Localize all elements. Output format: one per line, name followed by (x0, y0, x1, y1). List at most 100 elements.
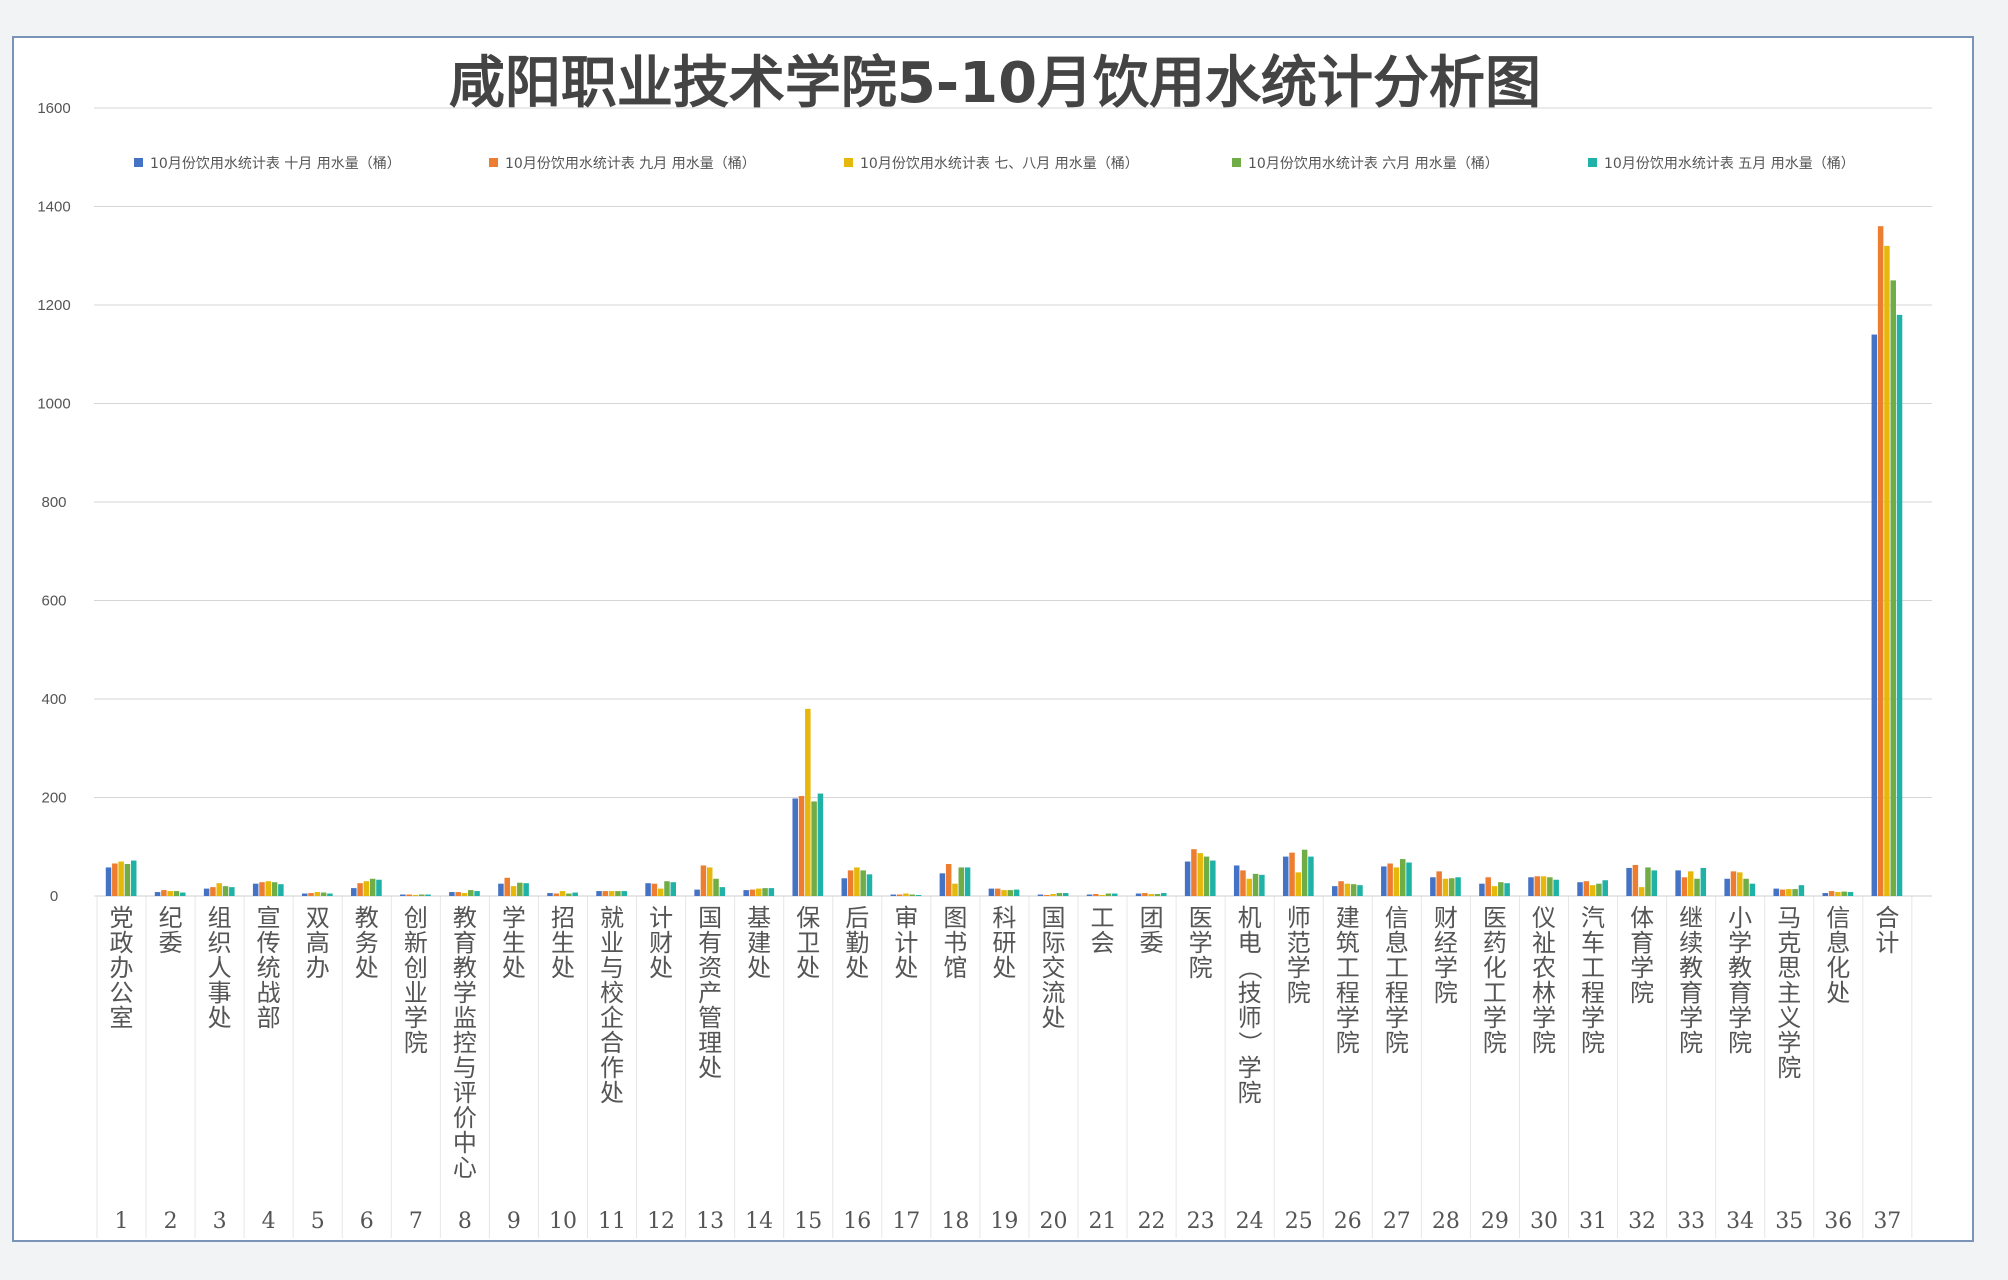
bar (1896, 314, 1903, 897)
gridlines (94, 107, 1932, 897)
bar (945, 863, 952, 896)
category-label-char: 技 (1238, 979, 1262, 1007)
category-label-char: 继 (1679, 904, 1703, 932)
bar (1295, 872, 1302, 896)
bar (1442, 878, 1449, 896)
category-label-char: 药 (1483, 929, 1507, 957)
category-label-char: 马 (1777, 904, 1801, 932)
bar (1798, 885, 1805, 896)
category-label-char: 院 (404, 1029, 428, 1057)
category-label-char: 院 (1385, 1029, 1409, 1057)
bar (517, 882, 523, 896)
category-label-char: 院 (1581, 1029, 1605, 1057)
category-label: 纪委 (159, 904, 183, 957)
category-label: 学生处 (502, 904, 526, 982)
category-label-char: 院 (1679, 1029, 1703, 1057)
bar (909, 894, 915, 896)
category-number: 17 (892, 1209, 920, 1234)
category-label-char: 学 (1728, 1004, 1752, 1032)
bar (1498, 882, 1504, 896)
category-label-char: 计 (894, 929, 918, 957)
bar (229, 887, 235, 896)
category-label-char: 基 (747, 904, 771, 932)
bar (498, 883, 504, 896)
bar (400, 894, 406, 896)
chart-canvas: 咸阳职业技术学院5-10月饮用水统计分析图 0 200 400 600 800 1000 1… (37, 51, 1932, 1238)
category-label-char: 思 (1777, 954, 1801, 982)
bar (596, 891, 602, 896)
category-label-char: 审 (894, 904, 918, 932)
category-label-char: 生 (551, 929, 575, 957)
category-label-char: 事 (208, 979, 232, 1007)
bar (308, 893, 314, 896)
category-label-char: 国 (698, 904, 722, 932)
bar (320, 892, 327, 896)
category-label-char: 产 (698, 979, 722, 1007)
category-label-char: 党 (110, 904, 134, 932)
legend-label: 10月份饮用水统计表 十月 用水量（桶） (150, 156, 401, 172)
category-label-char: 部 (257, 1004, 281, 1032)
category-label-char: 仪 (1532, 904, 1556, 932)
category-label-char: 信 (1385, 904, 1409, 932)
bar (363, 881, 370, 896)
category-label-char: 办 (306, 954, 330, 982)
bar (1154, 894, 1161, 896)
category-label-char: 计 (1875, 929, 1899, 957)
bar (301, 893, 308, 896)
category-label: 基建处 (747, 904, 771, 982)
category-label-char: 学 (1287, 954, 1311, 982)
category-label-char: 监 (453, 1004, 477, 1032)
bar (1479, 883, 1485, 896)
bar (523, 883, 529, 896)
bar (1191, 849, 1197, 896)
category-number: 20 (1039, 1209, 1067, 1234)
category-label: 双高办 (306, 904, 330, 982)
y-tick-label: 200 (41, 790, 66, 807)
category-label-char: 保 (796, 904, 820, 932)
category-label-char: 工 (1581, 954, 1605, 982)
category-label-char: 理 (698, 1029, 722, 1057)
category-label: 计财处 (649, 904, 673, 982)
bar (376, 879, 382, 896)
bar (1037, 894, 1044, 896)
bar (1099, 895, 1105, 896)
category-label-char: 林 (1532, 979, 1556, 1007)
bar (449, 892, 455, 896)
category-label-char: 教 (453, 954, 477, 982)
bar (1485, 877, 1491, 896)
bar (1871, 334, 1878, 896)
category-number: 7 (409, 1209, 423, 1234)
bar (1142, 893, 1148, 896)
category-label-char: 业 (404, 979, 428, 1007)
bar (1743, 878, 1749, 896)
bar (1540, 876, 1547, 896)
category-label: 科研处 (992, 904, 1016, 982)
bar (1197, 853, 1203, 896)
bar (651, 883, 658, 896)
category-label-char: 院 (1777, 1054, 1801, 1082)
bar (700, 865, 707, 896)
category-label-char: 处 (992, 954, 1016, 982)
category-label-char: 学 (1532, 1004, 1556, 1032)
category-number: 35 (1775, 1209, 1803, 1234)
bar (314, 892, 321, 896)
legend: 10月份饮用水统计表 十月 用水量（桶） 10月份饮用水统计表 九月 用水量（桶）… (134, 156, 1855, 172)
category-label-char: 委 (1140, 929, 1164, 957)
category-label-char: 学 (1630, 954, 1654, 982)
category-label-char: 院 (1532, 1029, 1556, 1057)
bar (621, 891, 627, 896)
category-label-char: 育 (1679, 979, 1703, 1007)
category-label-char: 计 (649, 904, 673, 932)
bar (547, 893, 553, 896)
category-label-char: 馆 (943, 954, 967, 982)
category-label-char: 就 (600, 904, 624, 932)
bar (1282, 856, 1289, 896)
bar (553, 893, 560, 896)
bar (1773, 888, 1779, 896)
